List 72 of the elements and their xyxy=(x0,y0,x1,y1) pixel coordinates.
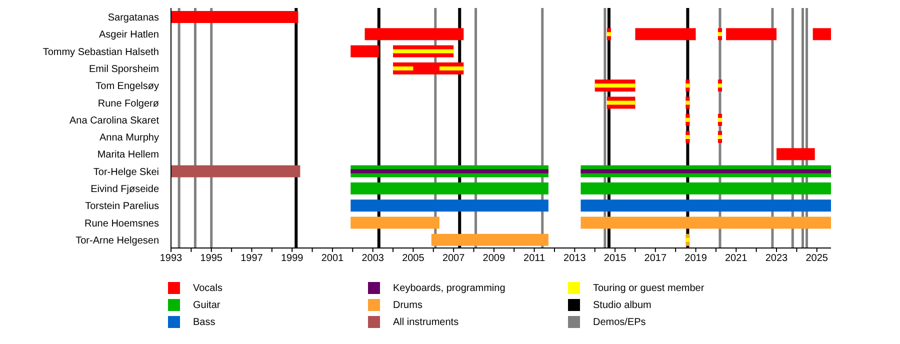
y-tick-label: Tor-Helge Skei xyxy=(93,166,159,178)
legend-label: All instruments xyxy=(393,316,459,328)
legend-label: Touring or guest member xyxy=(593,282,704,294)
bar xyxy=(171,165,300,178)
y-tick-label: Rune Folgerø xyxy=(98,98,159,110)
x-tick-label: 1999 xyxy=(280,253,304,264)
bar xyxy=(431,234,548,246)
x-tick-label: 1993 xyxy=(160,253,183,264)
bar xyxy=(393,66,414,70)
x-tick-label: 1997 xyxy=(240,253,264,264)
bar xyxy=(580,216,831,229)
y-tick-label: Marita Hellem xyxy=(97,150,159,161)
bar xyxy=(580,169,831,174)
legend-label: Vocals xyxy=(193,282,222,294)
x-tick-label: 2019 xyxy=(684,253,708,264)
bar xyxy=(812,28,831,40)
x-tick-label: 2015 xyxy=(604,253,627,264)
bar xyxy=(350,45,379,58)
bar xyxy=(686,100,690,105)
bar xyxy=(635,28,696,40)
y-tick-label: Ana Carolina Skaret xyxy=(70,115,160,126)
bar xyxy=(580,200,831,212)
x-tick-label: 2005 xyxy=(402,253,425,264)
y-tick-label: Tom Engelsøy xyxy=(96,81,159,92)
bar xyxy=(718,32,722,36)
x-tick-label: 2021 xyxy=(725,253,748,264)
bar xyxy=(350,200,548,212)
bar xyxy=(594,84,636,88)
legend-label: Keyboards, programming xyxy=(393,282,506,294)
bar xyxy=(580,182,831,194)
x-tick-label: 2017 xyxy=(644,253,667,264)
x-tick-label: 2025 xyxy=(806,253,828,264)
x-tick-label: 2013 xyxy=(564,253,586,264)
x-tick-label: 2023 xyxy=(765,253,788,264)
y-tick-label: Tor-Arne Helgesen xyxy=(76,235,159,246)
x-tick-label: 2003 xyxy=(362,253,384,264)
y-tick-label: Torstein Parelius xyxy=(85,201,159,212)
legend-label: Guitar xyxy=(193,300,220,310)
y-tick-label: Sargatanas xyxy=(108,12,159,24)
bar xyxy=(686,84,690,88)
x-tick-label: 1995 xyxy=(200,253,223,264)
bar xyxy=(350,182,548,194)
y-tick-label: Anna Murphy xyxy=(100,132,159,144)
bar xyxy=(718,118,722,122)
bar xyxy=(776,148,815,160)
bar xyxy=(606,32,611,36)
x-tick-label: 2011 xyxy=(524,253,546,264)
y-tick-label: Asgeir Hatlen xyxy=(98,30,159,41)
bar xyxy=(718,135,722,139)
bar xyxy=(350,169,548,174)
bar xyxy=(439,66,464,70)
bar xyxy=(606,100,636,105)
y-tick-label: Tommy Sebastian Halseth xyxy=(42,46,159,58)
legend-label: Demos/EPs xyxy=(593,316,646,328)
bar xyxy=(686,118,690,122)
y-tick-label: Eivind Fjøseide xyxy=(90,184,160,195)
legend-label: Bass xyxy=(193,316,216,328)
x-tick-label: 2007 xyxy=(442,253,466,264)
legend-label: Drums xyxy=(393,300,422,310)
x-tick-label: 2001 xyxy=(321,253,344,264)
bar xyxy=(171,11,298,23)
x-tick-label: 2009 xyxy=(482,253,506,264)
bar xyxy=(686,238,690,242)
bar xyxy=(726,28,777,40)
y-tick-label: Rune Hoemsnes xyxy=(84,218,159,230)
bar xyxy=(350,216,440,229)
bar xyxy=(393,49,454,54)
y-tick-label: Emil Sporsheim xyxy=(88,64,159,75)
bar xyxy=(718,84,722,88)
legend-label: Studio album xyxy=(593,300,652,310)
bar xyxy=(686,135,690,139)
bar xyxy=(364,28,464,40)
